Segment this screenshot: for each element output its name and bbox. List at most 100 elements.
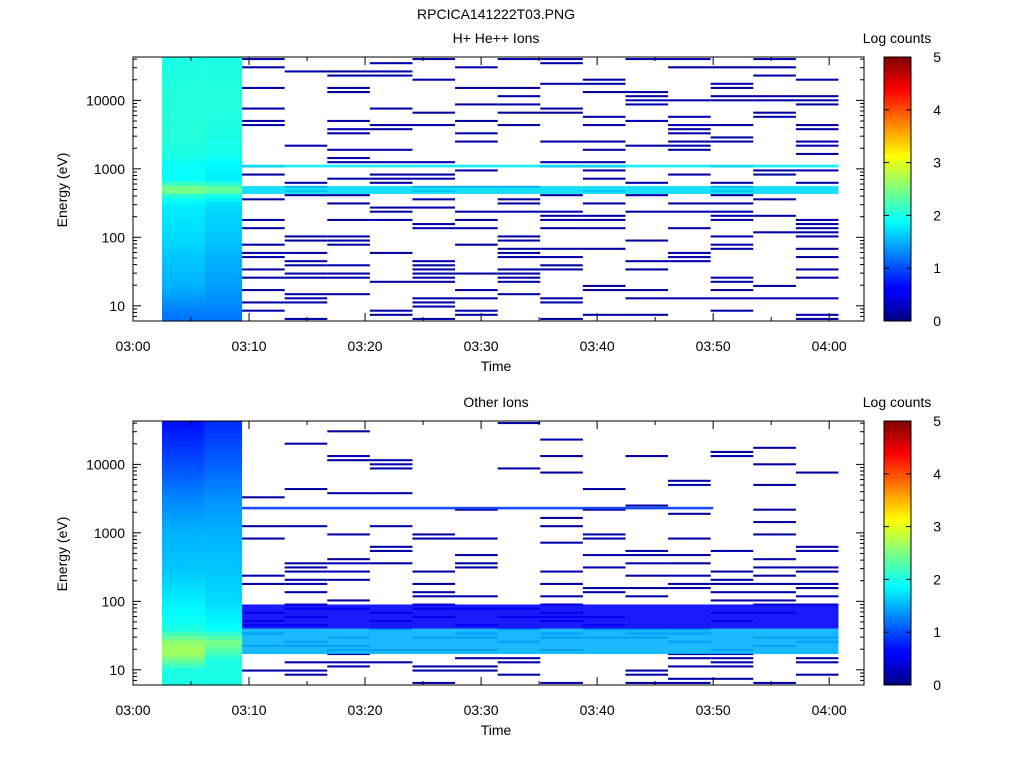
heatmap-cell [204, 557, 243, 562]
colorbar-tick-label: 4 [933, 102, 941, 118]
heatmap-cell [204, 598, 243, 604]
heatmap-cell [162, 176, 205, 182]
heatmap-cell [455, 669, 498, 672]
heatmap-cell [540, 218, 583, 221]
heatmap-cell [795, 78, 839, 81]
heatmap-cell [540, 582, 583, 585]
panel-title: Other Ions [463, 394, 528, 410]
heatmap-cell [710, 214, 754, 217]
heatmap-cell [204, 255, 243, 260]
heatmap-cell [668, 562, 711, 565]
heatmap-cell [540, 525, 583, 528]
heatmap-cell [540, 681, 583, 684]
heatmap-cell [204, 676, 243, 682]
heatmap-cell [327, 264, 370, 267]
heatmap-cell [540, 107, 583, 110]
heatmap-cell [204, 627, 243, 632]
heatmap-cell [668, 251, 711, 254]
heatmap-cell [668, 66, 711, 69]
heatmap-cell [668, 227, 711, 230]
heatmap-cell [625, 91, 669, 94]
heatmap-cell [162, 656, 205, 661]
heatmap-cell [242, 268, 285, 271]
heatmap-cell [162, 222, 205, 227]
heatmap-cell [369, 181, 413, 184]
heatmap-cell [412, 570, 456, 573]
heatmap-cell [162, 73, 205, 79]
heatmap-cell [753, 173, 796, 176]
heatmap-cell [412, 276, 456, 279]
heatmap-cell [204, 664, 243, 670]
heatmap-cell [162, 81, 205, 87]
colorbar-tick-label: 4 [933, 466, 941, 482]
heatmap-cell [162, 495, 205, 500]
heatmap-cell [497, 202, 541, 205]
heatmap-cell [162, 639, 205, 645]
heatmap-cell [753, 483, 796, 486]
heatmap-cell [455, 272, 498, 275]
heatmap-cell [204, 238, 243, 244]
y-ticks: 10 100 1000 10000 [86, 58, 864, 322]
heatmap-cell [284, 591, 328, 594]
heatmap-cell [204, 267, 243, 273]
heatmap-cell [369, 124, 413, 127]
x-tick-label: 03:50 [696, 338, 731, 354]
heatmap-cell [284, 194, 328, 197]
heatmap-cell [369, 173, 413, 176]
heatmap-cell [668, 210, 711, 213]
heatmap-cell [540, 455, 583, 458]
heatmap-cell [242, 276, 285, 279]
heatmap-cell [795, 471, 839, 474]
heatmap-cell [582, 214, 626, 217]
heatmap-cell [204, 94, 243, 99]
heatmap-cell [668, 58, 711, 61]
heatmap-cell [540, 297, 583, 300]
heatmap-cell [162, 180, 205, 186]
heatmap-cell [795, 268, 839, 271]
heatmap-cell [412, 537, 456, 540]
heatmap-cell [795, 95, 839, 98]
colorbar [883, 56, 912, 322]
heatmap-cell [162, 565, 205, 571]
heatmap-cell [412, 177, 456, 180]
heatmap-cell [327, 161, 370, 164]
heatmap-cell [455, 243, 498, 246]
heatmap-cell [284, 70, 328, 73]
heatmap-cell [795, 169, 839, 172]
heatmap-cell [162, 151, 205, 157]
heatmap-cell [582, 148, 626, 151]
colorbar-ticks: 0 1 2 3 4 5 [884, 413, 941, 693]
heatmap-cell [753, 508, 796, 511]
heatmap-cell [540, 438, 583, 441]
heatmap-cell [204, 316, 243, 322]
heatmap-cell [412, 173, 456, 176]
heatmap-cell [162, 106, 205, 112]
heatmap-cell [162, 184, 205, 190]
heatmap-cell [204, 271, 243, 277]
heatmap-cell [204, 474, 243, 480]
heatmap-cell [795, 99, 839, 102]
heatmap-cell [162, 425, 205, 430]
heatmap-cell [204, 441, 243, 447]
heatmap-cell [497, 657, 541, 660]
heatmap-cell [625, 562, 669, 565]
heatmap-cell [162, 652, 205, 657]
heatmap-cell [242, 173, 285, 176]
heatmap-cell [412, 681, 456, 684]
x-tick-label: 03:50 [696, 702, 731, 718]
heatmap-cell [242, 496, 285, 499]
heatmap-cell [204, 114, 243, 120]
heatmap-cell [710, 289, 754, 292]
heatmap-cell [668, 537, 711, 540]
heatmap-cell [204, 73, 243, 79]
heatmap-cell [242, 525, 285, 528]
heatmap-cell [412, 301, 456, 304]
heatmap-cell [162, 511, 205, 517]
heatmap-cell [204, 602, 243, 608]
heatmap-cell [369, 210, 413, 213]
colorbar-label: Log counts [863, 394, 932, 410]
heatmap-cell [753, 231, 796, 234]
x-tick-label: 03:00 [115, 338, 150, 354]
heatmap-cell [162, 110, 205, 116]
heatmap-cell [582, 289, 626, 292]
